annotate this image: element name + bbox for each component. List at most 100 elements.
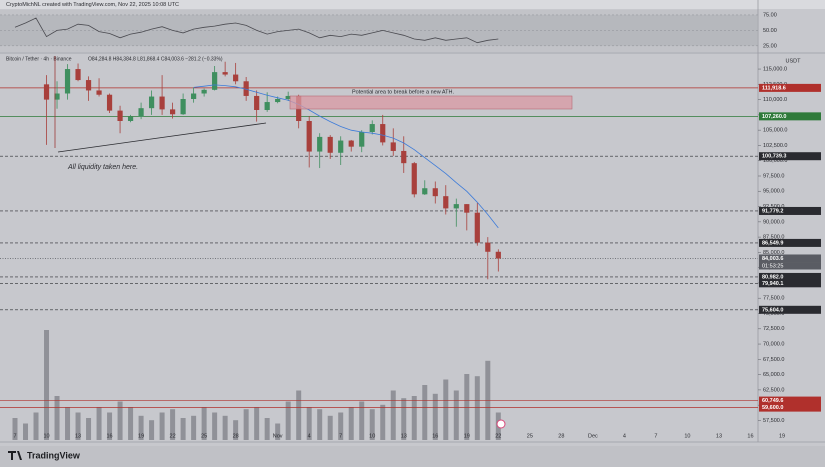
x-tick-label: 16 <box>747 433 753 439</box>
candle-body <box>495 251 501 259</box>
candle-body <box>359 132 365 147</box>
candle-body <box>254 95 260 110</box>
zone-annotation: Potential area to break before a new ATH… <box>352 89 454 95</box>
volume-bar <box>233 420 239 440</box>
y-tick-label: 105,000.0 <box>763 128 787 134</box>
x-tick-label: 10 <box>684 433 690 439</box>
volume-bar <box>453 390 459 440</box>
volume-bar <box>149 420 155 440</box>
price-tag-label: 100,739.3 <box>762 154 786 160</box>
logo-mark <box>8 451 22 460</box>
y-tick-label: 102,500.0 <box>763 143 787 149</box>
y-tick-label: 72,500.0 <box>763 326 784 332</box>
candle-body <box>222 72 228 75</box>
x-tick-label: 13 <box>716 433 722 439</box>
volume-bar <box>180 418 186 440</box>
candle-body <box>170 109 176 115</box>
x-tick-label: 7 <box>654 433 657 439</box>
candle-body <box>117 110 123 121</box>
x-tick-label: 22 <box>170 433 176 439</box>
candle-body <box>411 163 417 195</box>
ohlc: O84,284.8 H84,384.8 L81,868.4 C84,003.6 … <box>88 56 223 62</box>
price-tag <box>759 112 821 121</box>
volume-bar <box>138 415 144 440</box>
candle-body <box>64 69 71 94</box>
x-tick-label: 16 <box>432 433 438 439</box>
volume-bar <box>327 415 333 440</box>
candle-body <box>285 95 291 99</box>
x-tick-label: 25 <box>201 433 207 439</box>
candle-body <box>390 142 396 151</box>
x-tick-label: 10 <box>43 433 49 439</box>
event-icon <box>496 419 506 429</box>
candle-body <box>264 102 270 110</box>
rsi-band <box>0 14 758 46</box>
volume-bar <box>464 374 470 440</box>
candle-body <box>380 124 386 143</box>
candle-body <box>191 93 197 99</box>
volume-bar <box>201 407 207 440</box>
y-tick-label: 70,000.0 <box>763 342 784 348</box>
candle-body <box>75 69 81 81</box>
moving-average <box>193 84 499 229</box>
candle-body <box>54 93 60 100</box>
candle-body <box>369 124 375 132</box>
header-bar <box>0 0 825 9</box>
symbol: Bitcoin / Tether · 4h · Binance <box>6 56 72 62</box>
candle-body <box>243 81 249 96</box>
y-tick-label: 110,000.0 <box>763 97 787 103</box>
candle-body <box>127 116 134 121</box>
price-tag-label: 107,260.0 <box>762 114 786 120</box>
price-layer <box>0 14 758 440</box>
unit: USDT <box>786 58 802 64</box>
candle-body <box>306 121 312 152</box>
volume-bar <box>65 407 71 440</box>
volume-bar <box>191 415 197 440</box>
price-tag-label: 60,749.6 <box>762 398 783 404</box>
volume-bar <box>359 401 365 440</box>
volume-bar <box>107 412 113 440</box>
price-tag-label: 84,003.6 <box>762 256 783 262</box>
volume-bar <box>401 398 407 440</box>
volume-bar <box>348 407 354 440</box>
volume-bar <box>285 401 291 440</box>
y-tick-label: 57,500.0 <box>763 418 784 424</box>
x-tick-label: 28 <box>558 433 564 439</box>
volume-bar <box>264 418 270 440</box>
volume-bar <box>390 390 396 440</box>
candle-body <box>401 150 407 164</box>
price-tag <box>759 83 821 92</box>
volume-bar <box>411 396 417 440</box>
volume-bar <box>338 412 344 440</box>
volume-bar <box>75 412 81 440</box>
price-tag-label: 80,982.0 <box>762 274 783 280</box>
rsi-tick-label: 50.00 <box>763 28 777 34</box>
x-tick-label: Dec <box>588 433 598 439</box>
volume-bar <box>296 390 302 440</box>
x-tick-label: 13 <box>75 433 81 439</box>
liquidity-annotation: All liquidity taken here. <box>67 164 138 171</box>
x-tick-label: 4 <box>308 433 311 439</box>
price-tag <box>759 403 821 412</box>
price-tag-label: 91,779.2 <box>762 208 783 214</box>
candle-body <box>212 72 218 90</box>
candle-body <box>485 242 491 252</box>
candle-body <box>443 196 449 209</box>
candle-body <box>474 212 480 243</box>
volume-bar <box>212 412 218 440</box>
volume-bar <box>12 418 18 440</box>
price-tag-label: 111,918.6 <box>762 85 786 91</box>
y-tick-label: 87,500.0 <box>763 235 784 241</box>
volume-bar <box>369 409 375 440</box>
credit: CryptoMichNL created with TradingView.co… <box>6 2 179 8</box>
price-tag <box>759 305 821 314</box>
y-tick-label: 85,000.0 <box>763 250 784 256</box>
candle-body <box>327 136 333 153</box>
countdown: 01:53:25 <box>762 263 783 269</box>
candle-body <box>96 90 102 95</box>
candle-body <box>338 140 344 153</box>
volume-bar <box>96 407 102 440</box>
volume-bar <box>170 409 176 440</box>
